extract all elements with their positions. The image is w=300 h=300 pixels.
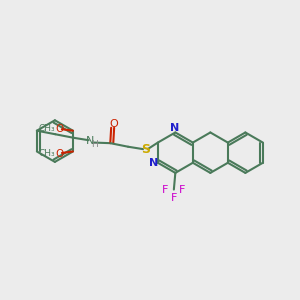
Text: O: O [110,119,118,129]
Text: F: F [162,185,169,195]
Text: H: H [91,140,98,149]
Text: F: F [171,194,177,203]
Text: CH₃: CH₃ [38,124,55,133]
Text: N: N [170,123,179,133]
Text: S: S [141,142,150,156]
Text: N: N [149,158,158,168]
Text: O: O [56,148,64,159]
Text: N: N [86,136,94,146]
Text: F: F [179,185,185,195]
Text: CH₃: CH₃ [38,149,55,158]
Text: O: O [56,124,64,134]
